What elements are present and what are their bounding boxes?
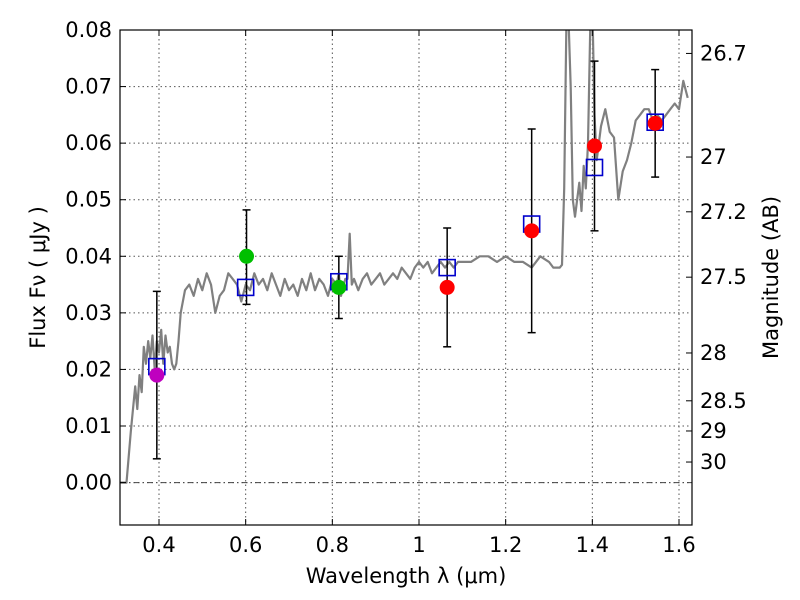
magnitude-tick-label: 28 [700,341,727,365]
y-tick-label: 0.08 [65,18,112,42]
y-tick-label: 0.03 [65,301,112,325]
y-tick-label: 0.06 [65,131,112,155]
magnitude-tick-label: 28.5 [700,389,747,413]
observed-flux-point [331,279,347,295]
y-tick-label: 0.05 [65,188,112,212]
x-tick-label: 1.2 [489,533,522,557]
observed-flux-point [647,115,663,131]
y-tick-label: 0.02 [65,357,112,381]
observed-flux-point [239,248,255,264]
y-tick-label: 0.04 [65,244,112,268]
magnitude-tick-label: 27.2 [700,200,747,224]
magnitude-tick-label: 27 [700,145,727,169]
x-tick-label: 1.4 [576,533,609,557]
model-photometry-square [438,258,456,277]
magnitude-tick-label: 26.7 [700,41,747,65]
x-tick-label: 1 [412,533,425,557]
observed-flux-point [524,223,540,239]
model-photometry-square [585,158,604,177]
x-tick-label: 0.4 [142,533,175,557]
observed-flux-point [587,138,602,154]
magnitude-axis-title: Magnitude (AB) [759,196,783,359]
model-photometry-square [236,278,255,297]
plot-area [120,30,692,484]
y-tick-label: 0.07 [65,75,112,99]
x-axis-title: Wavelength λ (μm) [306,564,507,588]
y-tick-label: 0.01 [65,414,112,438]
y-tick-label: 0.00 [65,471,112,495]
x-tick-label: 1.6 [662,533,695,557]
x-tick-label: 0.8 [316,533,349,557]
magnitude-tick-label: 29 [700,419,727,443]
observed-flux-point [439,279,455,295]
spectrum-line [120,30,689,484]
magnitude-tick-label: 27.5 [700,265,747,289]
magnitude-tick-label: 30 [700,450,727,474]
x-tick-label: 0.6 [229,533,262,557]
y-axis-title: Flux Fν ( μJy ) [26,206,50,349]
observed-flux-point [149,367,165,383]
axis-ticks: 0.4 0.6 0.8 1 1.2 1.4 1.6 0.00 0.01 0.02 0.03 0.04 0… [65,18,747,557]
